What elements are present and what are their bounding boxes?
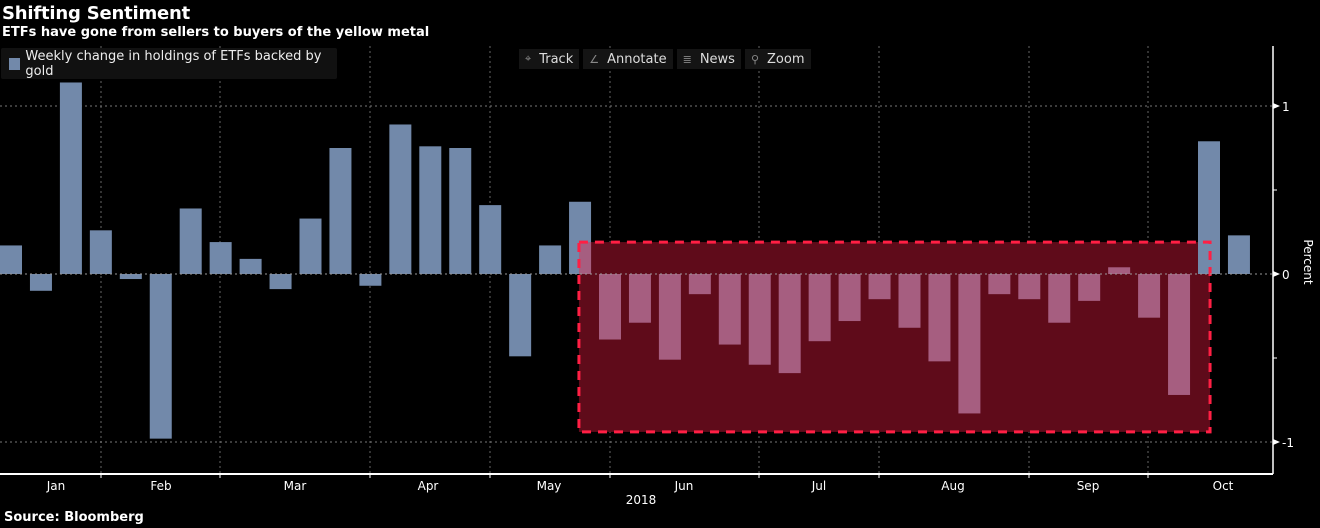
bar	[539, 245, 562, 274]
bar	[1078, 274, 1101, 301]
news-label: News	[699, 51, 735, 67]
legend-swatch	[9, 57, 21, 70]
bar	[928, 274, 951, 362]
bar	[449, 148, 472, 274]
bar-highlight-overlap	[578, 242, 592, 274]
x-tick-label: Apr	[418, 479, 439, 493]
bar	[119, 274, 142, 280]
pencil-icon: ∠	[589, 52, 600, 66]
bar	[868, 274, 891, 300]
news-button[interactable]: ≣ News	[676, 49, 741, 69]
crosshair-icon: ⌖	[525, 52, 532, 65]
bar	[1138, 274, 1161, 318]
chart-subtitle: ETFs have gone from sellers to buyers of…	[2, 25, 430, 40]
y-tick-label: -1	[1282, 436, 1294, 450]
y-tick-marker	[1273, 271, 1280, 277]
highlight-region	[578, 242, 1211, 432]
bar	[1168, 274, 1191, 395]
magnifier-icon: ⚲	[750, 52, 760, 66]
bar	[149, 274, 172, 439]
bar	[778, 274, 801, 374]
bar	[898, 274, 921, 328]
x-tick-label: Mar	[284, 479, 307, 493]
bar	[658, 274, 681, 360]
bar	[808, 274, 831, 342]
zoom-label: Zoom	[767, 51, 805, 67]
bar	[838, 274, 861, 322]
bar	[688, 274, 711, 295]
bar	[628, 274, 651, 323]
bar	[599, 274, 621, 340]
bar	[359, 274, 382, 286]
bar	[1108, 267, 1131, 274]
source-note: Source: Bloomberg	[4, 510, 144, 525]
annotate-label: Annotate	[607, 51, 667, 67]
x-tick-label: Feb	[150, 479, 171, 493]
legend-label: Weekly change in holdings of ETFs backed…	[25, 48, 322, 79]
bar	[958, 274, 981, 414]
bar	[59, 82, 82, 274]
x-tick-label: Jun	[674, 479, 694, 493]
bar	[748, 274, 771, 365]
bar	[419, 146, 442, 274]
y-tick-label: 1	[1282, 100, 1290, 114]
bar	[1018, 274, 1041, 300]
highlight-border	[577, 240, 1212, 434]
x-tick-label: Jan	[46, 479, 66, 493]
bar	[509, 274, 532, 357]
x-tick-label: Sep	[1077, 479, 1100, 493]
x-axis-year-label: 2018	[626, 493, 657, 507]
annotate-button[interactable]: ∠ Annotate	[583, 49, 673, 69]
y-tick-label: 0	[1282, 268, 1290, 282]
bar	[329, 148, 352, 274]
track-label: Track	[539, 51, 574, 67]
bar	[89, 230, 112, 274]
x-tick-label: May	[537, 479, 562, 493]
chart-toolbar: ⌖ Track ∠ Annotate ≣ News ⚲ Zoom	[519, 49, 811, 69]
x-tick-label: Aug	[941, 479, 964, 493]
bar	[988, 274, 1011, 295]
bar	[0, 245, 22, 274]
legend: Weekly change in holdings of ETFs backed…	[1, 48, 337, 79]
track-button[interactable]: ⌖ Track	[519, 49, 580, 69]
bar	[269, 274, 292, 290]
x-tick-label: Oct	[1213, 479, 1234, 493]
bar	[299, 218, 322, 274]
y-tick-marker	[1273, 439, 1280, 445]
y-tick-marker	[1273, 103, 1280, 109]
zoom-button[interactable]: ⚲ Zoom	[744, 49, 811, 69]
bar	[179, 208, 202, 274]
bar	[239, 258, 262, 274]
bar	[29, 274, 52, 291]
y-axis-label: Percent	[1301, 239, 1315, 284]
x-tick-label: Jul	[811, 479, 826, 493]
bar	[718, 274, 741, 345]
news-icon: ≣	[682, 52, 692, 66]
bar	[389, 124, 412, 274]
bar	[209, 242, 232, 274]
bar	[1227, 235, 1250, 274]
bar	[479, 205, 502, 274]
chart-title: Shifting Sentiment	[2, 3, 191, 24]
bar	[1048, 274, 1071, 323]
